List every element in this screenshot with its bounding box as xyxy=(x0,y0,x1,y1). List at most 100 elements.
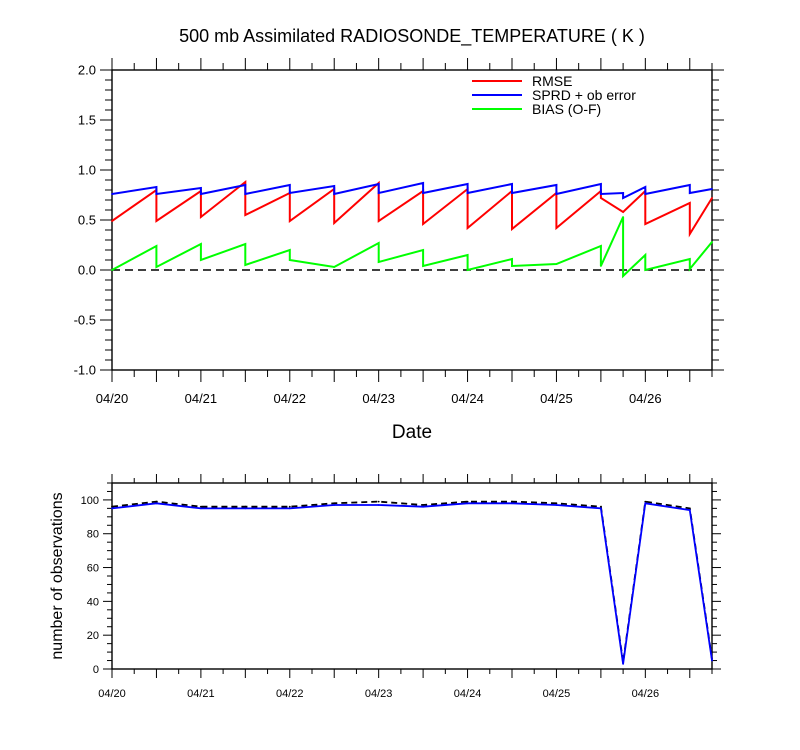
data-point xyxy=(599,245,602,247)
data-point xyxy=(333,185,336,187)
data-point xyxy=(688,258,691,260)
y-tick-label: -1.0 xyxy=(74,363,96,378)
bottom-series-group xyxy=(111,500,713,665)
data-point xyxy=(199,505,202,508)
y-tick-label: 0.0 xyxy=(78,263,96,278)
top-series-group xyxy=(111,179,713,279)
y-tick-label: 0 xyxy=(93,664,99,676)
data-point xyxy=(377,261,380,263)
data-point xyxy=(377,220,380,222)
data-point xyxy=(244,181,247,183)
data-point xyxy=(155,245,158,247)
data-point xyxy=(622,192,625,194)
data-point xyxy=(377,183,380,185)
data-point xyxy=(511,500,513,503)
data-point xyxy=(288,249,291,251)
bottom-axes: 0 20 40 60 80 100 04/20 04/21 04/22 04/23 04/24 04/… xyxy=(81,474,721,700)
data-point xyxy=(288,505,291,508)
legend-label: RMSE xyxy=(532,73,572,89)
data-point xyxy=(555,184,558,186)
data-point xyxy=(688,184,691,186)
data-point xyxy=(422,182,425,184)
data-point xyxy=(155,193,158,195)
y-tick-label: -0.5 xyxy=(74,313,96,328)
data-point xyxy=(466,254,469,256)
data-point xyxy=(599,265,602,267)
data-point xyxy=(244,505,247,508)
data-point xyxy=(288,192,291,194)
data-point xyxy=(644,193,647,195)
data-point xyxy=(111,269,113,271)
data-point xyxy=(644,254,647,256)
data-point xyxy=(422,504,425,506)
data-point xyxy=(244,193,247,195)
data-point xyxy=(599,183,602,185)
data-point xyxy=(199,193,202,195)
y-tick-label: 0.5 xyxy=(78,213,96,228)
x-tick-label: 04/24 xyxy=(454,688,482,700)
data-point xyxy=(511,502,513,505)
bottom-y-axis-label: number of observations xyxy=(49,492,66,659)
data-point xyxy=(199,243,202,245)
data-point xyxy=(511,183,513,185)
data-point xyxy=(466,183,469,185)
x-tick-label: 04/21 xyxy=(187,688,215,700)
data-point xyxy=(333,502,336,505)
data-point xyxy=(599,193,602,195)
data-point xyxy=(111,220,113,222)
x-tick-label: 04/25 xyxy=(543,688,571,700)
data-point xyxy=(644,223,647,225)
data-point xyxy=(688,507,691,510)
series-line-sprd-ob-error xyxy=(111,181,713,200)
data-point xyxy=(622,211,625,213)
data-point xyxy=(155,500,158,503)
data-point xyxy=(244,184,247,186)
data-point xyxy=(244,507,247,510)
x-tick-label: 04/23 xyxy=(365,688,393,700)
data-point xyxy=(555,502,558,505)
data-point xyxy=(599,507,602,510)
data-point xyxy=(555,504,558,506)
data-point xyxy=(688,509,691,511)
x-tick-label: 04/22 xyxy=(274,391,307,406)
x-tick-label: 04/26 xyxy=(629,391,662,406)
series-line-bias-o-f xyxy=(111,216,713,279)
data-point xyxy=(466,269,469,271)
series-line-solid xyxy=(111,502,713,665)
y-tick-label: 60 xyxy=(87,563,99,575)
data-point xyxy=(111,193,113,195)
data-point xyxy=(466,192,469,194)
top-axes: -1.0 -0.5 0.0 0.5 1.0 1.5 2.0 04/20 04/21 04/22 04… xyxy=(74,58,724,406)
data-point xyxy=(244,264,247,266)
data-point xyxy=(333,193,336,195)
data-point xyxy=(288,220,291,222)
data-point xyxy=(711,188,713,190)
y-tick-label: 20 xyxy=(87,630,99,642)
data-point xyxy=(511,192,513,194)
series-line-rmse xyxy=(111,179,713,238)
data-point xyxy=(466,502,469,505)
data-point xyxy=(555,263,558,265)
data-point xyxy=(288,507,291,510)
x-tick-label: 04/24 xyxy=(451,391,484,406)
x-tick-label: 04/20 xyxy=(96,391,129,406)
data-point xyxy=(422,192,425,194)
data-point xyxy=(244,214,247,216)
data-point xyxy=(466,500,469,503)
top-chart-panel: 500 mb Assimilated RADIOSONDE_TEMPERATUR… xyxy=(74,26,724,443)
data-point xyxy=(644,502,647,505)
data-point xyxy=(622,275,625,277)
data-point xyxy=(622,663,625,665)
y-tick-label: 1.5 xyxy=(78,113,96,128)
data-point xyxy=(711,241,713,243)
series-line-dashed xyxy=(111,500,713,663)
data-point xyxy=(622,216,625,218)
data-point xyxy=(333,266,336,268)
data-point xyxy=(199,187,202,189)
plot-frame xyxy=(111,482,713,670)
data-point xyxy=(688,192,691,194)
data-point xyxy=(377,504,380,506)
data-point xyxy=(422,223,425,225)
x-tick-label: 04/25 xyxy=(540,391,573,406)
